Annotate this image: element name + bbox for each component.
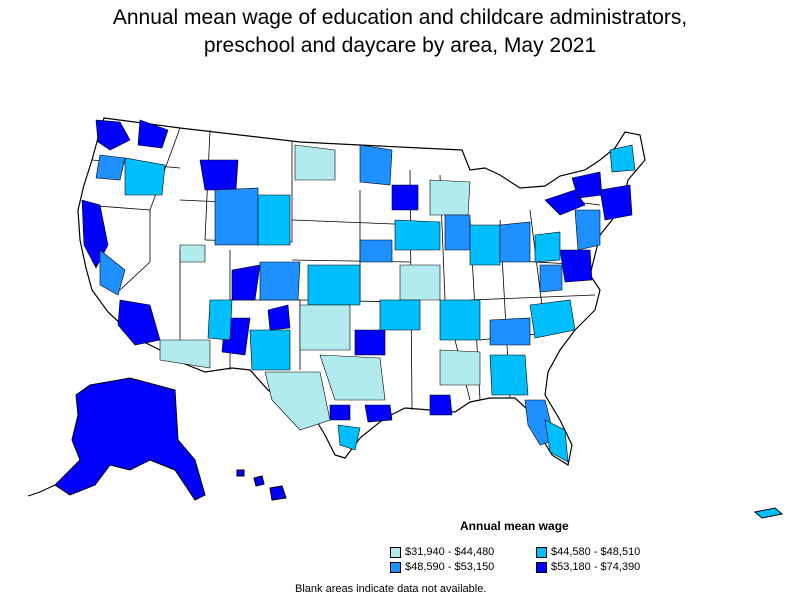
- legend-swatch: [390, 561, 401, 573]
- legend-item-range-2: $44,580 - $48,510: [536, 546, 640, 558]
- legend-label: $44,580 - $48,510: [551, 546, 641, 558]
- puerto-rico: [753, 507, 784, 519]
- legend-label: $31,940 - $44,480: [405, 546, 495, 558]
- map-title: Annual mean wage of education and childc…: [0, 4, 800, 60]
- alaska: [54, 377, 206, 501]
- legend-item-range-1: $31,940 - $44,480: [390, 546, 494, 558]
- alaska-aleutians: [27, 484, 56, 497]
- legend-item-range-4: $53,180 - $74,390: [536, 561, 640, 573]
- legend-item-range-3: $48,590 - $53,150: [390, 561, 494, 573]
- legend-title: Annual mean wage: [460, 519, 569, 533]
- title-line-1: Annual mean wage of education and childc…: [112, 6, 688, 29]
- area-regions: [81, 119, 636, 463]
- legend-swatch: [536, 546, 547, 558]
- legend-swatch: [390, 546, 401, 558]
- legend-label: $48,590 - $53,150: [405, 561, 495, 573]
- legend-label: $53,180 - $74,390: [551, 561, 641, 573]
- blank-areas-note: Blank areas indicate data not available.: [295, 583, 487, 595]
- legend-swatch: [536, 561, 547, 573]
- title-line-2: preschool and daycare by area, May 2021: [203, 34, 597, 57]
- hawaii: [236, 469, 287, 501]
